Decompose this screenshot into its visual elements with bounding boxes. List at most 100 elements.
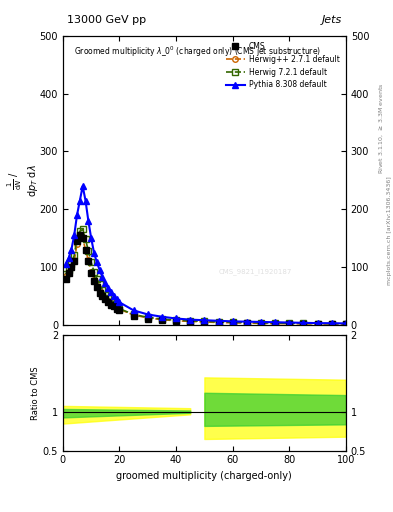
Pythia 8.308 default: [174, 315, 178, 322]
Pythia 8.308 default: [108, 289, 113, 295]
Herwig 7.2.1 default: [273, 320, 277, 326]
Herwig 7.2.1 default: [94, 275, 99, 282]
Herwig 7.2.1 default: [259, 320, 263, 326]
Herwig 7.2.1 default: [329, 321, 334, 327]
Pythia 8.308 default: [160, 314, 164, 320]
CMS: [86, 258, 91, 264]
CMS: [66, 270, 71, 276]
Herwig++ 2.7.1 default: [329, 321, 334, 327]
Pythia 8.308 default: [94, 260, 99, 266]
Herwig++ 2.7.1 default: [216, 319, 221, 326]
Herwig++ 2.7.1 default: [287, 321, 292, 327]
Herwig++ 2.7.1 default: [77, 232, 82, 238]
Herwig 7.2.1 default: [301, 321, 306, 327]
Herwig++ 2.7.1 default: [117, 306, 122, 312]
Pythia 8.308 default: [114, 296, 119, 303]
CMS: [343, 321, 348, 327]
Herwig++ 2.7.1 default: [273, 321, 277, 327]
Legend: CMS, Herwig++ 2.7.1 default, Herwig 7.2.1 default, Pythia 8.308 default: CMS, Herwig++ 2.7.1 default, Herwig 7.2.…: [224, 39, 342, 92]
Herwig++ 2.7.1 default: [69, 264, 74, 270]
CMS: [92, 279, 96, 285]
Pythia 8.308 default: [97, 267, 102, 273]
CMS: [301, 321, 306, 327]
Herwig 7.2.1 default: [97, 281, 102, 287]
Line: CMS: CMS: [63, 232, 349, 327]
Pythia 8.308 default: [216, 318, 221, 324]
Pythia 8.308 default: [86, 218, 91, 224]
Text: Rivet 3.1.10, $\geq$ 3.3M events: Rivet 3.1.10, $\geq$ 3.3M events: [377, 82, 385, 174]
CMS: [216, 320, 221, 326]
Herwig 7.2.1 default: [72, 252, 77, 259]
CMS: [75, 238, 79, 244]
CMS: [160, 317, 164, 323]
CMS: [202, 319, 207, 326]
Pythia 8.308 default: [259, 319, 263, 325]
Pythia 8.308 default: [287, 319, 292, 326]
Pythia 8.308 default: [80, 183, 85, 189]
CMS: [103, 296, 108, 302]
Herwig++ 2.7.1 default: [92, 276, 96, 283]
CMS: [114, 306, 119, 312]
Herwig 7.2.1 default: [75, 235, 79, 241]
Herwig++ 2.7.1 default: [83, 247, 88, 253]
CMS: [100, 293, 105, 299]
Pythia 8.308 default: [145, 311, 150, 317]
Pythia 8.308 default: [66, 255, 71, 262]
Pythia 8.308 default: [244, 318, 249, 325]
CMS: [83, 247, 88, 253]
Y-axis label: Ratio to CMS: Ratio to CMS: [31, 366, 40, 419]
CMS: [69, 264, 74, 270]
Herwig++ 2.7.1 default: [301, 321, 306, 327]
CMS: [145, 316, 150, 322]
Line: Herwig 7.2.1 default: Herwig 7.2.1 default: [63, 227, 349, 327]
Pythia 8.308 default: [75, 212, 79, 218]
CMS: [63, 275, 68, 282]
CMS: [315, 321, 320, 327]
Pythia 8.308 default: [77, 198, 82, 204]
Pythia 8.308 default: [83, 198, 88, 204]
Line: Herwig++ 2.7.1 default: Herwig++ 2.7.1 default: [63, 232, 349, 327]
CMS: [174, 318, 178, 325]
Herwig 7.2.1 default: [131, 311, 136, 317]
Herwig++ 2.7.1 default: [94, 283, 99, 289]
Herwig++ 2.7.1 default: [244, 320, 249, 326]
Pythia 8.308 default: [112, 293, 116, 299]
Herwig 7.2.1 default: [188, 318, 193, 324]
Herwig++ 2.7.1 default: [100, 292, 105, 298]
Pythia 8.308 default: [72, 232, 77, 238]
Pythia 8.308 default: [301, 320, 306, 326]
Herwig++ 2.7.1 default: [97, 288, 102, 294]
Herwig++ 2.7.1 default: [315, 321, 320, 327]
Text: mcplots.cern.ch [arXiv:1306.3436]: mcplots.cern.ch [arXiv:1306.3436]: [387, 176, 391, 285]
Herwig++ 2.7.1 default: [103, 294, 108, 301]
Line: Pythia 8.308 default: Pythia 8.308 default: [63, 183, 349, 326]
Herwig++ 2.7.1 default: [63, 273, 68, 279]
CMS: [117, 307, 122, 313]
CMS: [94, 284, 99, 290]
Pythia 8.308 default: [69, 247, 74, 253]
CMS: [72, 258, 77, 264]
Pythia 8.308 default: [63, 261, 68, 267]
Herwig 7.2.1 default: [106, 295, 110, 302]
Pythia 8.308 default: [315, 320, 320, 326]
Herwig 7.2.1 default: [103, 292, 108, 298]
Herwig 7.2.1 default: [69, 261, 74, 267]
Herwig++ 2.7.1 default: [131, 312, 136, 318]
Herwig 7.2.1 default: [92, 269, 96, 275]
CMS: [108, 302, 113, 308]
CMS: [112, 303, 116, 309]
Herwig 7.2.1 default: [244, 319, 249, 326]
Herwig 7.2.1 default: [343, 321, 348, 327]
Pythia 8.308 default: [202, 317, 207, 323]
Pythia 8.308 default: [100, 274, 105, 281]
Herwig 7.2.1 default: [145, 314, 150, 321]
CMS: [97, 290, 102, 296]
Pythia 8.308 default: [343, 321, 348, 327]
Herwig 7.2.1 default: [63, 271, 68, 277]
Pythia 8.308 default: [89, 235, 94, 241]
Herwig 7.2.1 default: [77, 228, 82, 234]
Herwig 7.2.1 default: [66, 267, 71, 273]
Herwig 7.2.1 default: [108, 298, 113, 305]
Herwig++ 2.7.1 default: [259, 321, 263, 327]
Herwig 7.2.1 default: [230, 319, 235, 325]
